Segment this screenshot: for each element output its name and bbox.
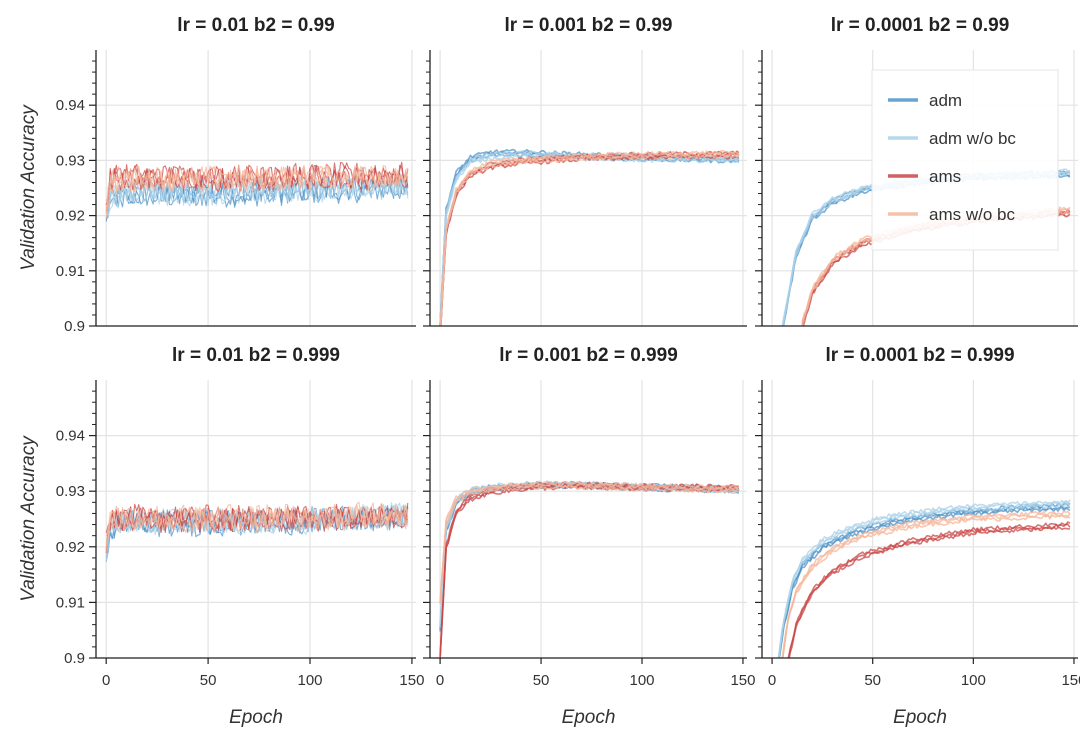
panel-title: lr = 0.01 b2 = 0.99 — [177, 15, 334, 36]
series-ams-w-o-bc-run-3 — [781, 510, 1071, 658]
series-adm-w-o-bc-run-3 — [439, 480, 739, 624]
y-tick-label: 0.94 — [56, 97, 85, 114]
series-ams-w-o-bc-run-2 — [781, 512, 1071, 658]
series-ams-w-o-bc-run-2 — [439, 482, 740, 603]
panel-title: lr = 0.001 b2 = 0.999 — [499, 345, 678, 366]
series-ams-run-3 — [787, 521, 1071, 658]
series-ams-run-3 — [439, 481, 739, 656]
series-adm-run-3 — [439, 480, 740, 629]
series-ams-w-o-bc-run-3 — [439, 480, 740, 602]
x-tick-label: 0 — [436, 672, 444, 689]
x-tick-label: 0 — [768, 672, 776, 689]
y-axis-label: Validation Accuracy — [18, 104, 39, 271]
legend-label: ams w/o bc — [929, 205, 1015, 224]
legend-label: adm w/o bc — [929, 129, 1016, 148]
x-tick-label: 100 — [297, 672, 322, 689]
x-tick-label: 150 — [399, 672, 424, 689]
y-tick-label: 0.91 — [56, 594, 85, 611]
x-tick-label: 100 — [961, 672, 986, 689]
panel-2: lr = 0.001 b2 = 0.99 — [423, 15, 747, 327]
series-group — [777, 499, 1071, 658]
series-ams-run-1 — [440, 154, 740, 326]
series-adm-w-o-bc-run-1 — [439, 154, 739, 326]
legend-label: adm — [929, 91, 962, 110]
series-ams-w-o-bc-run-1 — [782, 514, 1071, 658]
series-adm-w-o-bc-run-2 — [439, 152, 740, 326]
series-adm-w-o-bc-run-3 — [439, 150, 740, 323]
panel-1: 0.9 0.91 0.92 0.93 0.94 Validation Accuracy lr… — [18, 15, 416, 335]
panel-title: lr = 0.0001 b2 = 0.99 — [831, 15, 1010, 36]
series-adm-w-o-bc-run-3 — [777, 499, 1071, 658]
legend-label: ams — [929, 167, 961, 186]
x-tick-label: 50 — [200, 672, 217, 689]
x-tick-label: 0 — [102, 672, 110, 689]
y-tick-label: 0.92 — [56, 539, 85, 556]
x-axis-label: Epoch — [893, 707, 947, 728]
series-ams-run-2 — [439, 483, 740, 658]
x-tick-label: 50 — [533, 672, 550, 689]
series-ams-run-2 — [440, 152, 740, 326]
series-ams-w-o-bc-run-3 — [439, 149, 740, 326]
x-tick-label: 50 — [864, 672, 881, 689]
y-tick-label: 0.91 — [56, 263, 85, 280]
x-axis-label: Epoch — [562, 707, 616, 728]
y-tick-label: 0.93 — [56, 152, 85, 169]
y-tick-label: 0.9 — [64, 650, 85, 667]
y-tick-label: 0.9 — [64, 318, 85, 335]
panel-title: lr = 0.0001 b2 = 0.999 — [825, 345, 1014, 366]
y-tick-label: 0.93 — [56, 483, 85, 500]
series-ams-w-o-bc-run-1 — [439, 484, 740, 604]
series-ams-w-o-bc-run-3 — [105, 163, 409, 219]
panel-6: 0 50 100 150 Epoch lr = 0.0001 b2 = 0.999 — [755, 345, 1080, 728]
series-adm-run-1 — [439, 484, 739, 632]
series-adm-w-o-bc-run-1 — [439, 484, 740, 629]
series-ams-w-o-bc-run-2 — [105, 503, 409, 548]
x-tick-label: 100 — [629, 672, 654, 689]
legend: adm adm w/o bc ams ams w/o bc — [871, 69, 1059, 251]
series-group — [105, 501, 409, 562]
panel-5: 0 50 100 150 Epoch lr = 0.001 b2 = 0.999 — [423, 345, 755, 728]
series-group — [439, 480, 740, 658]
panel-title: lr = 0.001 b2 = 0.99 — [505, 15, 673, 36]
series-ams-run-2 — [787, 523, 1071, 658]
x-axis-label: Epoch — [229, 707, 283, 728]
series-group — [439, 148, 740, 326]
series-adm-run-2 — [439, 482, 740, 629]
y-axis-label: Validation Accuracy — [18, 435, 39, 602]
x-tick-label: 150 — [730, 672, 755, 689]
series-adm-run-1 — [778, 506, 1071, 658]
series-adm-run-3 — [439, 148, 740, 326]
x-tick-label: 150 — [1061, 672, 1080, 689]
series-adm-run-2 — [439, 151, 740, 325]
series-ams-w-o-bc-run-3 — [105, 501, 409, 537]
panel-title: lr = 0.01 b2 = 0.999 — [172, 345, 340, 366]
series-ams-run-3 — [439, 150, 740, 326]
series-adm-run-1 — [439, 153, 740, 326]
series-adm-run-1 — [105, 177, 409, 220]
panel-3: lr = 0.0001 b2 = 0.99 adm adm w/o bc ams ams… — [755, 15, 1078, 327]
series-ams-w-o-bc-run-1 — [439, 154, 740, 326]
panel-4: 0.9 0.91 0.92 0.93 0.94 0 50 100 150 Epoch Validat… — [18, 345, 424, 728]
series-ams-run-1 — [439, 485, 740, 658]
series-group — [105, 161, 409, 222]
y-tick-label: 0.92 — [56, 208, 85, 225]
y-tick-label: 0.94 — [56, 428, 85, 445]
series-ams-w-o-bc-run-2 — [439, 151, 740, 326]
